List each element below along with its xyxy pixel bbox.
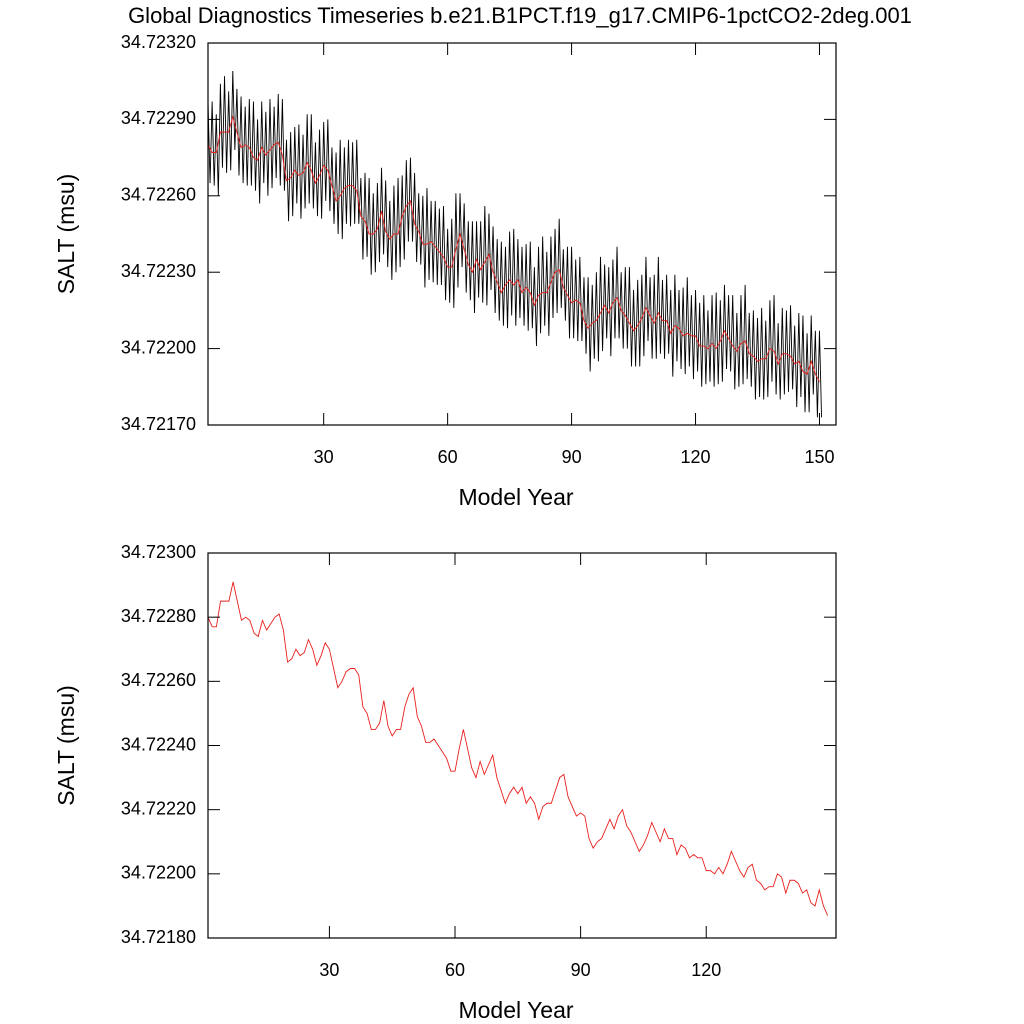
plot-frame (207, 552, 837, 939)
main-title: Global Diagnostics Timeseries b.e21.B1PC… (128, 3, 912, 28)
y-tick-label: 34.72260 (121, 185, 196, 205)
x-tick-label: 30 (314, 447, 334, 467)
y-tick-label: 34.72200 (121, 863, 196, 883)
y-tick-label: 34.72300 (121, 542, 196, 562)
x-tick-label: 30 (319, 960, 339, 980)
x-tick-label: 120 (681, 447, 711, 467)
x-axis-title: Model Year (458, 997, 573, 1023)
y-tick-label: 34.72170 (121, 414, 196, 434)
plot-frame (207, 42, 837, 426)
series-line (207, 70, 822, 418)
y-axis-title: SALT (msu) (53, 685, 79, 806)
y-tick-label: 34.72320 (121, 32, 196, 52)
y-tick-label: 34.72260 (121, 670, 196, 690)
y-tick-label: 34.72290 (121, 108, 196, 128)
x-tick-label: 60 (438, 447, 458, 467)
x-tick-label: 120 (691, 960, 721, 980)
y-tick-label: 34.72240 (121, 734, 196, 754)
y-axis-title: SALT (msu) (53, 174, 79, 295)
y-tick-label: 34.72220 (121, 798, 196, 818)
x-tick-label: 90 (562, 447, 582, 467)
y-tick-label: 34.72280 (121, 606, 196, 626)
y-tick-label: 34.72180 (121, 927, 196, 947)
y-tick-label: 34.72200 (121, 337, 196, 357)
x-tick-label: 60 (445, 960, 465, 980)
y-tick-label: 34.72230 (121, 261, 196, 281)
x-tick-label: 150 (804, 447, 834, 467)
x-axis-title: Model Year (458, 484, 573, 510)
x-tick-label: 90 (571, 960, 591, 980)
series-line (207, 115, 820, 382)
series-line (207, 581, 829, 916)
